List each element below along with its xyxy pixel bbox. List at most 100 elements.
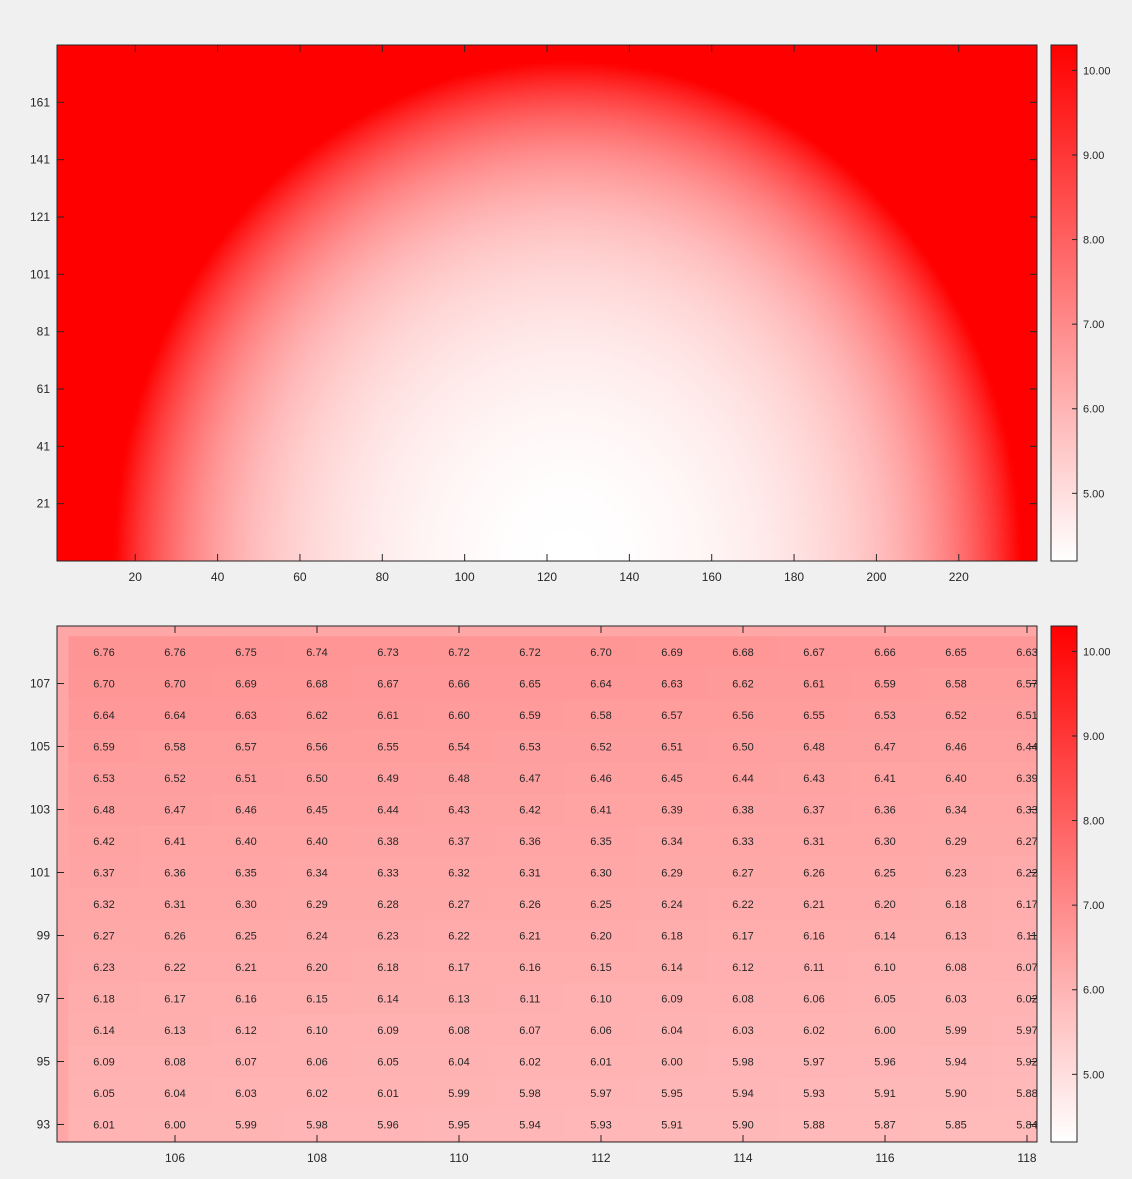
heatmap-cell <box>778 1045 850 1078</box>
cell-value-label: 6.17 <box>732 931 753 943</box>
cell-value-label: 6.46 <box>945 742 966 754</box>
cell-value-label: 6.64 <box>164 710 185 722</box>
cell-value-label: 6.21 <box>803 899 824 911</box>
heatmap-cell <box>68 919 140 952</box>
heatmap-cell <box>281 919 353 952</box>
heatmap-cell <box>494 667 566 700</box>
heatmap-cell <box>210 793 282 826</box>
bottom-heatmap-chart: 6.76 6.76 6.75 6.74 6.73 6.72 6.72 6.70 6.69 6.68… <box>30 625 1111 1165</box>
heatmap-cell <box>352 667 424 700</box>
cell-value-label: 6.14 <box>661 962 682 974</box>
cell-value-label: 6.45 <box>661 773 682 785</box>
cell-value-label: 6.53 <box>519 742 540 754</box>
heatmap-cell <box>849 730 921 763</box>
x-tick-label: 160 <box>702 570 722 584</box>
cell-value-label: 6.42 <box>519 805 540 817</box>
heatmap-cell <box>778 636 850 669</box>
heatmap-cell <box>636 856 708 889</box>
heatmap-cell <box>778 825 850 858</box>
heatmap-cell <box>565 825 637 858</box>
heatmap-cell <box>352 1014 424 1047</box>
cell-value-label: 6.33 <box>377 868 398 880</box>
heatmap-cell <box>920 1077 992 1110</box>
heatmap-cell <box>920 951 992 984</box>
cell-value-label: 6.36 <box>519 836 540 848</box>
x-tick-label: 114 <box>733 1151 752 1165</box>
cell-value-label: 5.94 <box>945 1057 966 1069</box>
heatmap-cell <box>423 762 495 795</box>
cell-value-label: 6.70 <box>93 679 114 691</box>
heatmap-cell <box>920 825 992 858</box>
cell-value-label: 6.07 <box>1016 962 1037 974</box>
heatmap-cell <box>423 699 495 732</box>
heatmap-cell <box>210 1045 282 1078</box>
heatmap-cell <box>707 636 779 669</box>
x-tick-label: 140 <box>619 570 639 584</box>
heatmap-cell <box>281 762 353 795</box>
cell-value-label: 5.95 <box>448 1120 469 1132</box>
heatmap-cell <box>68 1108 140 1141</box>
cell-value-label: 6.31 <box>803 836 824 848</box>
heatmap-cell <box>494 1077 566 1110</box>
cell-value-label: 5.90 <box>732 1120 753 1132</box>
heatmap-cell <box>991 762 1038 795</box>
cell-value-label: 6.34 <box>661 836 682 848</box>
cell-value-label: 6.03 <box>732 1025 753 1037</box>
cell-value-label: 6.32 <box>93 899 114 911</box>
cell-value-label: 6.13 <box>164 1025 185 1037</box>
heatmap-cell <box>423 1014 495 1047</box>
cell-value-label: 6.25 <box>590 899 611 911</box>
cell-value-label: 6.65 <box>945 647 966 659</box>
cell-value-label: 5.90 <box>945 1088 966 1100</box>
colorbar-tick-label: 7.00 <box>1083 319 1104 331</box>
y-tick-label: 97 <box>37 992 51 1006</box>
heatmap-cell <box>352 825 424 858</box>
colorbar <box>1050 44 1078 562</box>
cell-value-label: 6.27 <box>732 868 753 880</box>
cell-value-label: 5.87 <box>874 1120 895 1132</box>
cell-value-label: 6.76 <box>164 647 185 659</box>
cell-value-label: 6.01 <box>590 1057 611 1069</box>
top-heatmap-chart: 20 40 60 80 100 120 140 160 180 200 220 21 41 61 81 101… <box>30 44 1111 584</box>
cell-value-label: 5.94 <box>732 1088 753 1100</box>
cell-value-label: 6.22 <box>448 931 469 943</box>
heatmap-cell <box>849 951 921 984</box>
cell-value-label: 6.47 <box>519 773 540 785</box>
heatmap-cell <box>849 1014 921 1047</box>
cell-value-label: 6.31 <box>164 899 185 911</box>
cell-value-label: 6.69 <box>235 679 256 691</box>
heatmap-cell <box>281 1077 353 1110</box>
heatmap-cell <box>991 888 1038 921</box>
heatmap-cell <box>68 982 140 1015</box>
heatmap-cell <box>849 793 921 826</box>
cell-value-label: 6.61 <box>803 679 824 691</box>
heatmap-cell <box>210 888 282 921</box>
heatmap-cell <box>352 919 424 952</box>
cell-value-label: 6.10 <box>874 962 895 974</box>
cell-value-label: 6.70 <box>590 647 611 659</box>
cell-value-label: 5.99 <box>945 1025 966 1037</box>
heatmap-cell <box>565 888 637 921</box>
heatmap-cell <box>210 699 282 732</box>
colorbar-tick-label: 6.00 <box>1083 985 1104 997</box>
cell-value-label: 5.91 <box>874 1088 895 1100</box>
cell-value-label: 6.59 <box>519 710 540 722</box>
cell-value-label: 6.52 <box>590 742 611 754</box>
heatmap-cell <box>707 982 779 1015</box>
heatmap-cell <box>210 667 282 700</box>
cell-value-label: 5.85 <box>945 1120 966 1132</box>
cell-value-label: 6.12 <box>235 1025 256 1037</box>
cell-value-label: 6.68 <box>306 679 327 691</box>
cell-value-label: 6.01 <box>377 1088 398 1100</box>
cell-value-label: 6.21 <box>235 962 256 974</box>
heatmap-cell <box>565 919 637 952</box>
heatmap-cell <box>565 951 637 984</box>
heatmap-cell <box>68 1045 140 1078</box>
cell-value-label: 6.17 <box>1016 899 1037 911</box>
cell-value-label: 6.40 <box>235 836 256 848</box>
heatmap-cell <box>423 730 495 763</box>
cell-value-label: 6.14 <box>874 931 895 943</box>
heatmap-cell <box>210 919 282 952</box>
y-tick-label: 61 <box>37 382 51 396</box>
heatmap-cell <box>352 1045 424 1078</box>
